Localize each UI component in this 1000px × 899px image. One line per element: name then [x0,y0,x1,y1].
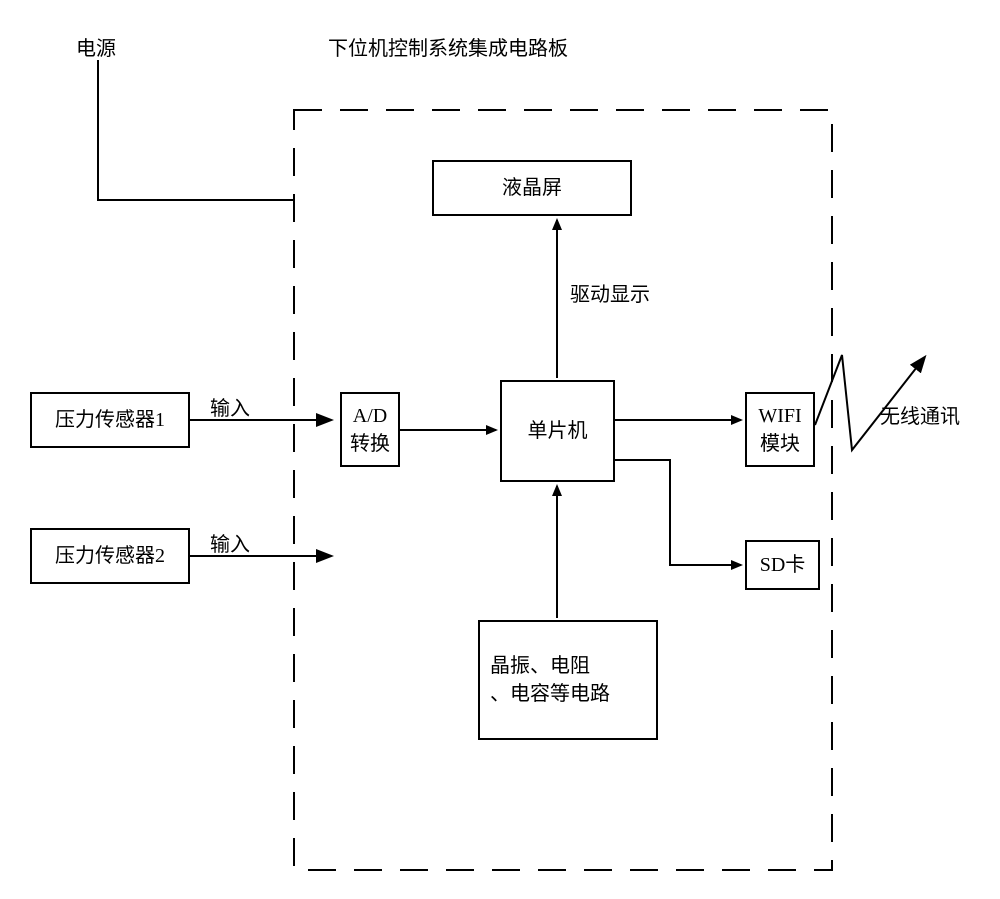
sd-box: SD卡 [745,540,820,590]
lcd-box: 液晶屏 [432,160,632,216]
sd-text: SD卡 [760,551,806,579]
dashed-board-rect [294,110,832,870]
sensor2-text: 压力传感器2 [55,542,165,570]
clock-box: 晶振、电阻 、电容等电路 [478,620,658,740]
ad-text: A/D 转换 [350,402,390,458]
arrow-mcu-sd [615,460,741,565]
lcd-text: 液晶屏 [502,174,562,202]
ad-box: A/D 转换 [340,392,400,467]
power-line [98,60,294,200]
board-title: 下位机控制系统集成电路板 [328,32,568,61]
drive-display-label: 驱动显示 [570,278,650,307]
wifi-box: WIFI 模块 [745,392,815,467]
sensor1-box: 压力传感器1 [30,392,190,448]
input2-label: 输入 [210,528,250,557]
mcu-box: 单片机 [500,380,615,482]
wireless-label: 无线通讯 [880,400,960,429]
sensor2-box: 压力传感器2 [30,528,190,584]
sensor1-text: 压力传感器1 [55,406,165,434]
power-label: 电源 [76,32,116,61]
wifi-text: WIFI 模块 [758,402,801,458]
clock-text: 晶振、电阻 、电容等电路 [490,652,610,708]
mcu-text: 单片机 [528,417,588,445]
input1-label: 输入 [210,392,250,421]
